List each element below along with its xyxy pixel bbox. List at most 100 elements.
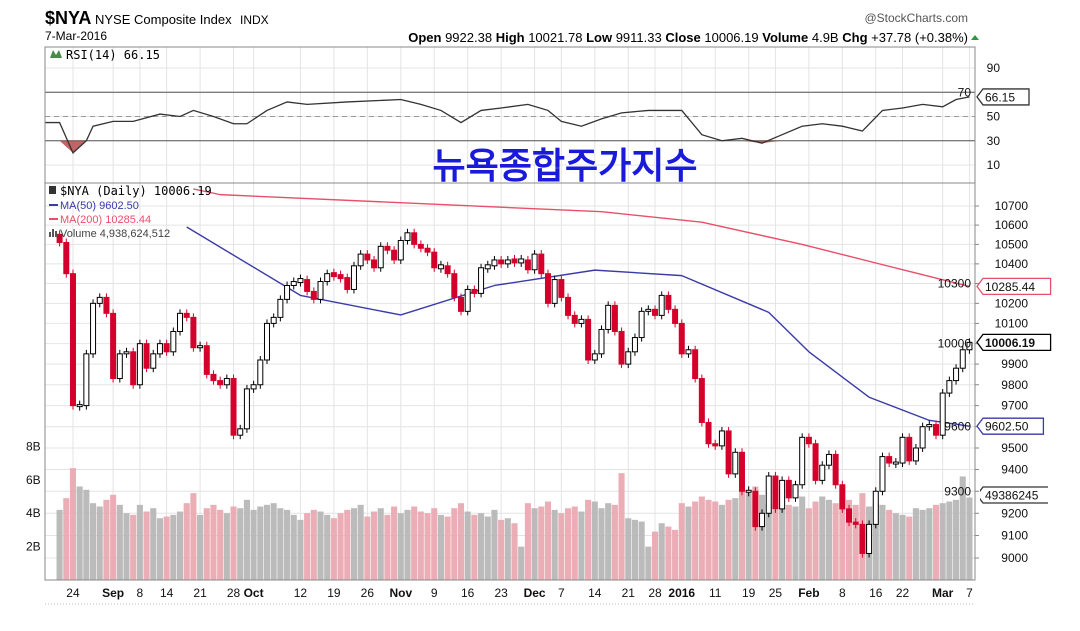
price-tick-label: 9700 [1001, 399, 1028, 413]
candle-body [571, 314, 578, 324]
volume-bar [284, 509, 291, 580]
rsi-line [45, 96, 970, 154]
price-tick-label: 9500 [1001, 441, 1028, 455]
price-pane-frame [44, 182, 976, 581]
candle-body [504, 259, 511, 265]
high-value: 10021.78 [528, 30, 582, 45]
candle-body [605, 304, 612, 330]
candle-body [270, 316, 277, 324]
ma50-legend-text: MA(50) 9602.50 [60, 200, 139, 212]
candle-body [565, 296, 572, 316]
candle-body [156, 343, 163, 355]
candle-body [524, 259, 531, 271]
volume-bar [946, 501, 953, 580]
volume-bar [69, 468, 77, 580]
volume-bar [912, 508, 919, 580]
volume-bar [812, 501, 819, 580]
price-legend: $NYA (Daily) 10006.19 MA(50) 9602.50 MA(… [49, 184, 212, 240]
volume-bar [324, 514, 331, 580]
candle-body [705, 421, 712, 445]
volume-bar [524, 503, 531, 580]
up-arrow-icon [971, 35, 979, 40]
volume-bar [123, 513, 130, 580]
price-tick-label: 9000 [1001, 551, 1028, 565]
volume-bar [444, 516, 451, 580]
volume-bar [357, 504, 364, 580]
volume-bar [471, 514, 478, 580]
candle-body [324, 273, 331, 283]
candle-body [217, 380, 224, 386]
candle-body [391, 249, 398, 261]
candle-body [464, 288, 471, 312]
candle-body [638, 310, 645, 339]
volume-bar [223, 513, 230, 580]
volume-bar [237, 508, 244, 580]
candle-body [431, 251, 438, 269]
candle-body [966, 341, 973, 351]
candle-body [558, 279, 565, 298]
x-tick-label: 12 [294, 586, 308, 600]
volume-bar [725, 499, 732, 580]
candle-body [631, 337, 638, 353]
candle-body [491, 259, 498, 267]
price-tick-label: 10600 [995, 218, 1029, 232]
candle-body [136, 343, 143, 386]
volume-bar [598, 508, 605, 580]
candle-body [350, 265, 357, 290]
volume-bar [257, 506, 264, 580]
candle-body [698, 378, 705, 423]
candle-body [263, 322, 270, 361]
volume-bar [745, 493, 752, 580]
volume-bar [591, 501, 598, 580]
candle-body [190, 316, 197, 349]
candle-body [591, 353, 598, 361]
ma200-legend-text: MA(200) 10285.44 [60, 214, 151, 226]
candle-body [417, 243, 424, 249]
close-badge-text: 10006.19 [985, 336, 1035, 350]
candle-body [819, 464, 826, 481]
x-tick-label: 24 [66, 586, 80, 600]
volume-bar [370, 511, 378, 580]
candle-body [625, 351, 632, 365]
volume-bar [698, 496, 705, 580]
candle-body [672, 308, 679, 324]
candle-body [665, 294, 672, 310]
x-tick-label: 7 [558, 586, 565, 600]
volume-bar [136, 504, 143, 580]
candle-body [618, 330, 625, 365]
volume-bar [759, 494, 766, 580]
value-badges: 66.15 10285.44 10006.19 9602.50 49386245 [976, 88, 1052, 504]
open-label: Open [408, 30, 441, 45]
candle-body [377, 245, 384, 269]
volume-bar [90, 503, 97, 580]
candle-body [899, 436, 906, 464]
overlay-title: 뉴욕종합주가지수 [433, 146, 698, 187]
candle-body [69, 273, 76, 407]
volume-bar [250, 509, 257, 580]
volume-bar [625, 518, 632, 580]
volume-bar [779, 508, 786, 580]
volume-bar [618, 473, 625, 580]
price-tick-label: 10400 [995, 257, 1029, 271]
low-value: 9911.33 [616, 30, 662, 45]
volume-bar [872, 503, 879, 580]
volume-icon [49, 229, 57, 237]
volume-bar [879, 504, 886, 580]
candle-body [745, 489, 752, 493]
candle-body [297, 278, 304, 284]
ma200-badge-box [976, 277, 1052, 296]
volume-bar [110, 494, 117, 580]
ohlc-line: Open 9922.38 High 10021.78 Low 9911.33 C… [408, 30, 968, 45]
ma200-badge-text: 10285.44 [985, 280, 1035, 294]
candle-body [812, 443, 819, 481]
volume-bar [404, 509, 411, 580]
volume-bar [457, 503, 465, 580]
candle-body [511, 258, 518, 264]
candle-body [872, 490, 879, 525]
volume-bar [217, 509, 224, 580]
candle-body [846, 508, 853, 523]
volume-bar [966, 497, 973, 580]
volume-bar [150, 508, 157, 580]
candle-body [785, 479, 792, 499]
symbol: $NYA [45, 8, 91, 28]
